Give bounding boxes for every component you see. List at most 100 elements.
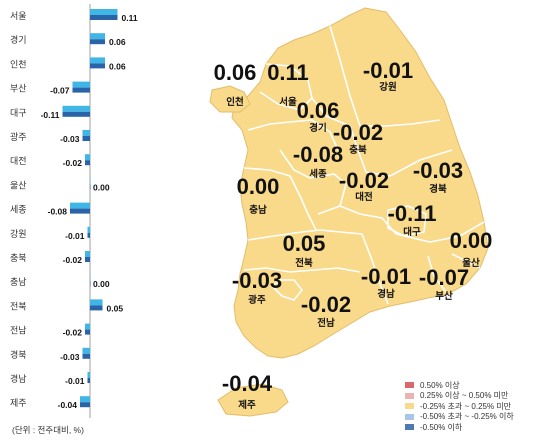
- region-name: 제주: [238, 399, 256, 411]
- category-label: 충북: [10, 253, 27, 263]
- data-label: -0.02: [63, 328, 83, 338]
- data-label: -0.01: [65, 231, 85, 241]
- legend-label: -0.25% 초과 ~ 0.25% 미만: [420, 401, 512, 411]
- category-label: 경남: [10, 373, 27, 384]
- legend-item: -0.50% 초과 ~ -0.25% 이하: [405, 412, 514, 423]
- data-label: -0.02: [63, 255, 83, 265]
- bar-dark: [90, 15, 118, 20]
- region-name: 전북: [295, 257, 313, 269]
- bar-dark: [90, 184, 91, 190]
- region-name: 경기: [309, 122, 326, 134]
- region-name: 광주: [248, 294, 266, 306]
- bar-light: [85, 323, 90, 330]
- data-label: -0.04: [58, 400, 78, 410]
- bar-light: [87, 372, 90, 378]
- category-label: 제주: [10, 398, 27, 408]
- region-value: 0.05: [283, 231, 326, 256]
- legend-item: -0.50% 이하: [405, 422, 514, 433]
- region-name: 경북: [429, 183, 447, 195]
- data-label: -0.02: [63, 158, 83, 168]
- legend-swatch: [405, 382, 414, 389]
- bar-dark: [62, 111, 90, 117]
- jeju-island: [217, 383, 289, 417]
- unit-note: (단위 : 전주대비, %): [12, 425, 84, 435]
- bar-light: [90, 57, 105, 64]
- region-value: -0.11: [388, 201, 437, 226]
- data-label: -0.11: [41, 110, 60, 120]
- bar-dark: [85, 257, 90, 262]
- bar-light: [85, 154, 90, 161]
- bar-light: [82, 130, 90, 136]
- legend-swatch: [405, 413, 414, 420]
- data-label: 0.05: [107, 303, 124, 313]
- region-name: 경남: [377, 288, 395, 300]
- bar-light: [62, 105, 90, 112]
- category-label: 전북: [10, 301, 27, 311]
- bar-dark: [90, 281, 91, 287]
- region-value: 0.11: [267, 60, 309, 85]
- category-label: 경기: [10, 34, 27, 45]
- region-value: -0.02: [301, 292, 351, 317]
- region-value: -0.01: [363, 58, 413, 83]
- region-name: 전남: [317, 317, 335, 329]
- category-label: 대구: [10, 108, 27, 118]
- category-label: 부산: [10, 84, 27, 94]
- legend-swatch: [405, 403, 414, 410]
- region-value: -0.03: [232, 268, 282, 293]
- bar-light: [85, 251, 90, 257]
- bar-chart: 서울 0.11 경기 0.06 인천 0.06 부산 -0.07 대구 -0.11 광주 -0.03 대…: [10, 4, 138, 418]
- legend-item: 0.50% 이상: [405, 380, 514, 391]
- bar-light: [90, 299, 103, 306]
- category-label: 광주: [10, 131, 27, 142]
- data-label: 0.06: [109, 61, 126, 71]
- region-name: 인천: [226, 97, 243, 108]
- bar-dark: [90, 39, 105, 45]
- category-label: 충남: [10, 277, 27, 287]
- bar-light: [90, 9, 118, 15]
- region-name: 세종: [309, 168, 327, 180]
- category-label: 경북: [10, 349, 27, 360]
- bar-dark: [87, 232, 90, 238]
- region-value: 0.00: [237, 174, 280, 199]
- data-label: 0.06: [109, 37, 126, 47]
- legend-swatch: [405, 424, 414, 431]
- bar-dark: [82, 136, 90, 141]
- incheon-island: [209, 85, 251, 113]
- region-name: 서울: [279, 96, 297, 108]
- legend-swatch: [405, 392, 414, 399]
- region-value: -0.03: [413, 158, 463, 183]
- category-label: 울산: [10, 180, 27, 190]
- bar-light: [90, 275, 91, 282]
- region-value: 0.00: [450, 228, 493, 253]
- category-label: 강원: [10, 229, 27, 239]
- bar-light: [80, 396, 90, 403]
- bar-dark: [90, 63, 105, 69]
- category-label: 전남: [10, 326, 27, 336]
- region-name: 대구: [403, 226, 421, 238]
- bar-light: [70, 202, 90, 209]
- bar-dark: [82, 353, 90, 359]
- category-label: 인천: [10, 59, 27, 69]
- region-value: -0.02: [339, 168, 389, 193]
- region-value: 0.06: [297, 98, 340, 123]
- region-value: -0.04: [222, 371, 273, 396]
- legend-label: 0.50% 이상: [420, 380, 460, 390]
- region-value: -0.02: [333, 120, 383, 145]
- data-label: -0.03: [60, 134, 80, 144]
- data-label: -0.08: [48, 207, 68, 217]
- bar-dark: [87, 378, 90, 383]
- region-name: 울산: [462, 257, 480, 269]
- region-value: -0.07: [419, 265, 469, 290]
- bar-dark: [90, 305, 103, 311]
- legend-label: -0.50% 초과 ~ -0.25% 이하: [420, 412, 514, 422]
- bar-light: [82, 347, 90, 354]
- data-label: 0.00: [93, 279, 110, 289]
- data-label: -0.03: [60, 352, 80, 362]
- region-name: 충북: [349, 144, 367, 156]
- legend-label: -0.50% 이하: [420, 422, 463, 432]
- region-value: -0.01: [361, 264, 411, 289]
- region-name: 충남: [249, 204, 267, 216]
- region-name: 부산: [435, 290, 453, 302]
- bar-dark: [85, 160, 90, 166]
